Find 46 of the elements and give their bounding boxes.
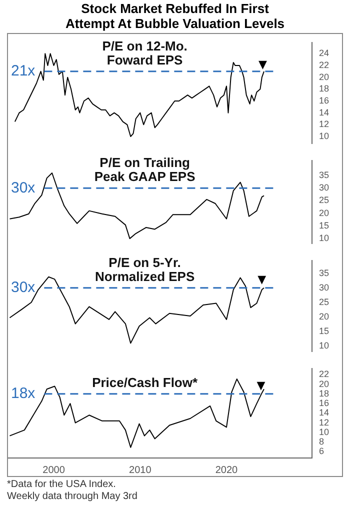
y-tick-label: 20: [319, 378, 330, 389]
ref-line-label: 30x: [11, 179, 36, 196]
y-tick-label: 16: [319, 95, 330, 106]
text: Weekly data through May 3rd: [7, 491, 138, 503]
y-tick-label: 10: [319, 130, 330, 141]
ref-line-label: 30x: [11, 279, 36, 296]
x-tick-label: 2010: [129, 464, 152, 476]
annotation: P/E on 5-Yr. Normalized EPS: [94, 254, 195, 284]
x-tick-label: 2020: [215, 464, 238, 476]
ref-line-label: 18x: [11, 385, 36, 402]
y-tick-label: 10: [319, 233, 330, 244]
annotation: ▼: [256, 378, 266, 392]
annotation: P/E on Trailing Peak GAAP EPS: [94, 155, 196, 184]
y-tick-label: 22: [319, 60, 330, 70]
y-tick-label: 15: [319, 220, 330, 230]
y-tick-label: 12: [319, 119, 330, 130]
y-tick-label: 15: [319, 326, 330, 336]
y-tick-label: 30: [319, 182, 330, 193]
y-tick-label: 20: [319, 311, 330, 322]
annotation: ▼: [258, 58, 267, 72]
chart-title: Stock Market Rebuffed In First Attempt At Bubble Valuation Levels: [64, 0, 286, 33]
annotation: Price/Cash Flow*: [92, 375, 198, 390]
x-tick-label: 2000: [42, 464, 66, 476]
y-tick-label: 22: [319, 369, 330, 380]
y-tick-label: 18: [319, 388, 330, 398]
y-tick-label: 30: [319, 282, 330, 292]
annotation: P/E on 12-Mo. Foward EPS: [102, 38, 188, 68]
y-tick-label: 25: [319, 296, 330, 307]
y-tick-label: 12: [319, 417, 330, 428]
y-tick-label: 8: [319, 436, 324, 447]
annotation: ▼: [258, 273, 266, 286]
y-tick-label: 6: [319, 446, 324, 456]
y-tick-label: 20: [319, 72, 330, 82]
y-tick-label: 35: [319, 268, 330, 278]
text: *Data for the USA Index.: [7, 479, 117, 491]
ref-line-label: 21x: [11, 62, 36, 80]
y-tick-label: 24: [319, 48, 330, 58]
y-tick-label: 10: [319, 426, 330, 437]
y-tick-label: 14: [319, 408, 330, 418]
y-tick-label: 18: [319, 84, 330, 94]
y-tick-label: 10: [319, 340, 330, 350]
y-tick-label: 14: [319, 107, 330, 118]
y-tick-label: 25: [319, 195, 330, 206]
y-tick-label: 16: [319, 398, 330, 408]
y-tick-label: 20: [319, 208, 330, 218]
y-tick-label: 35: [319, 170, 330, 180]
